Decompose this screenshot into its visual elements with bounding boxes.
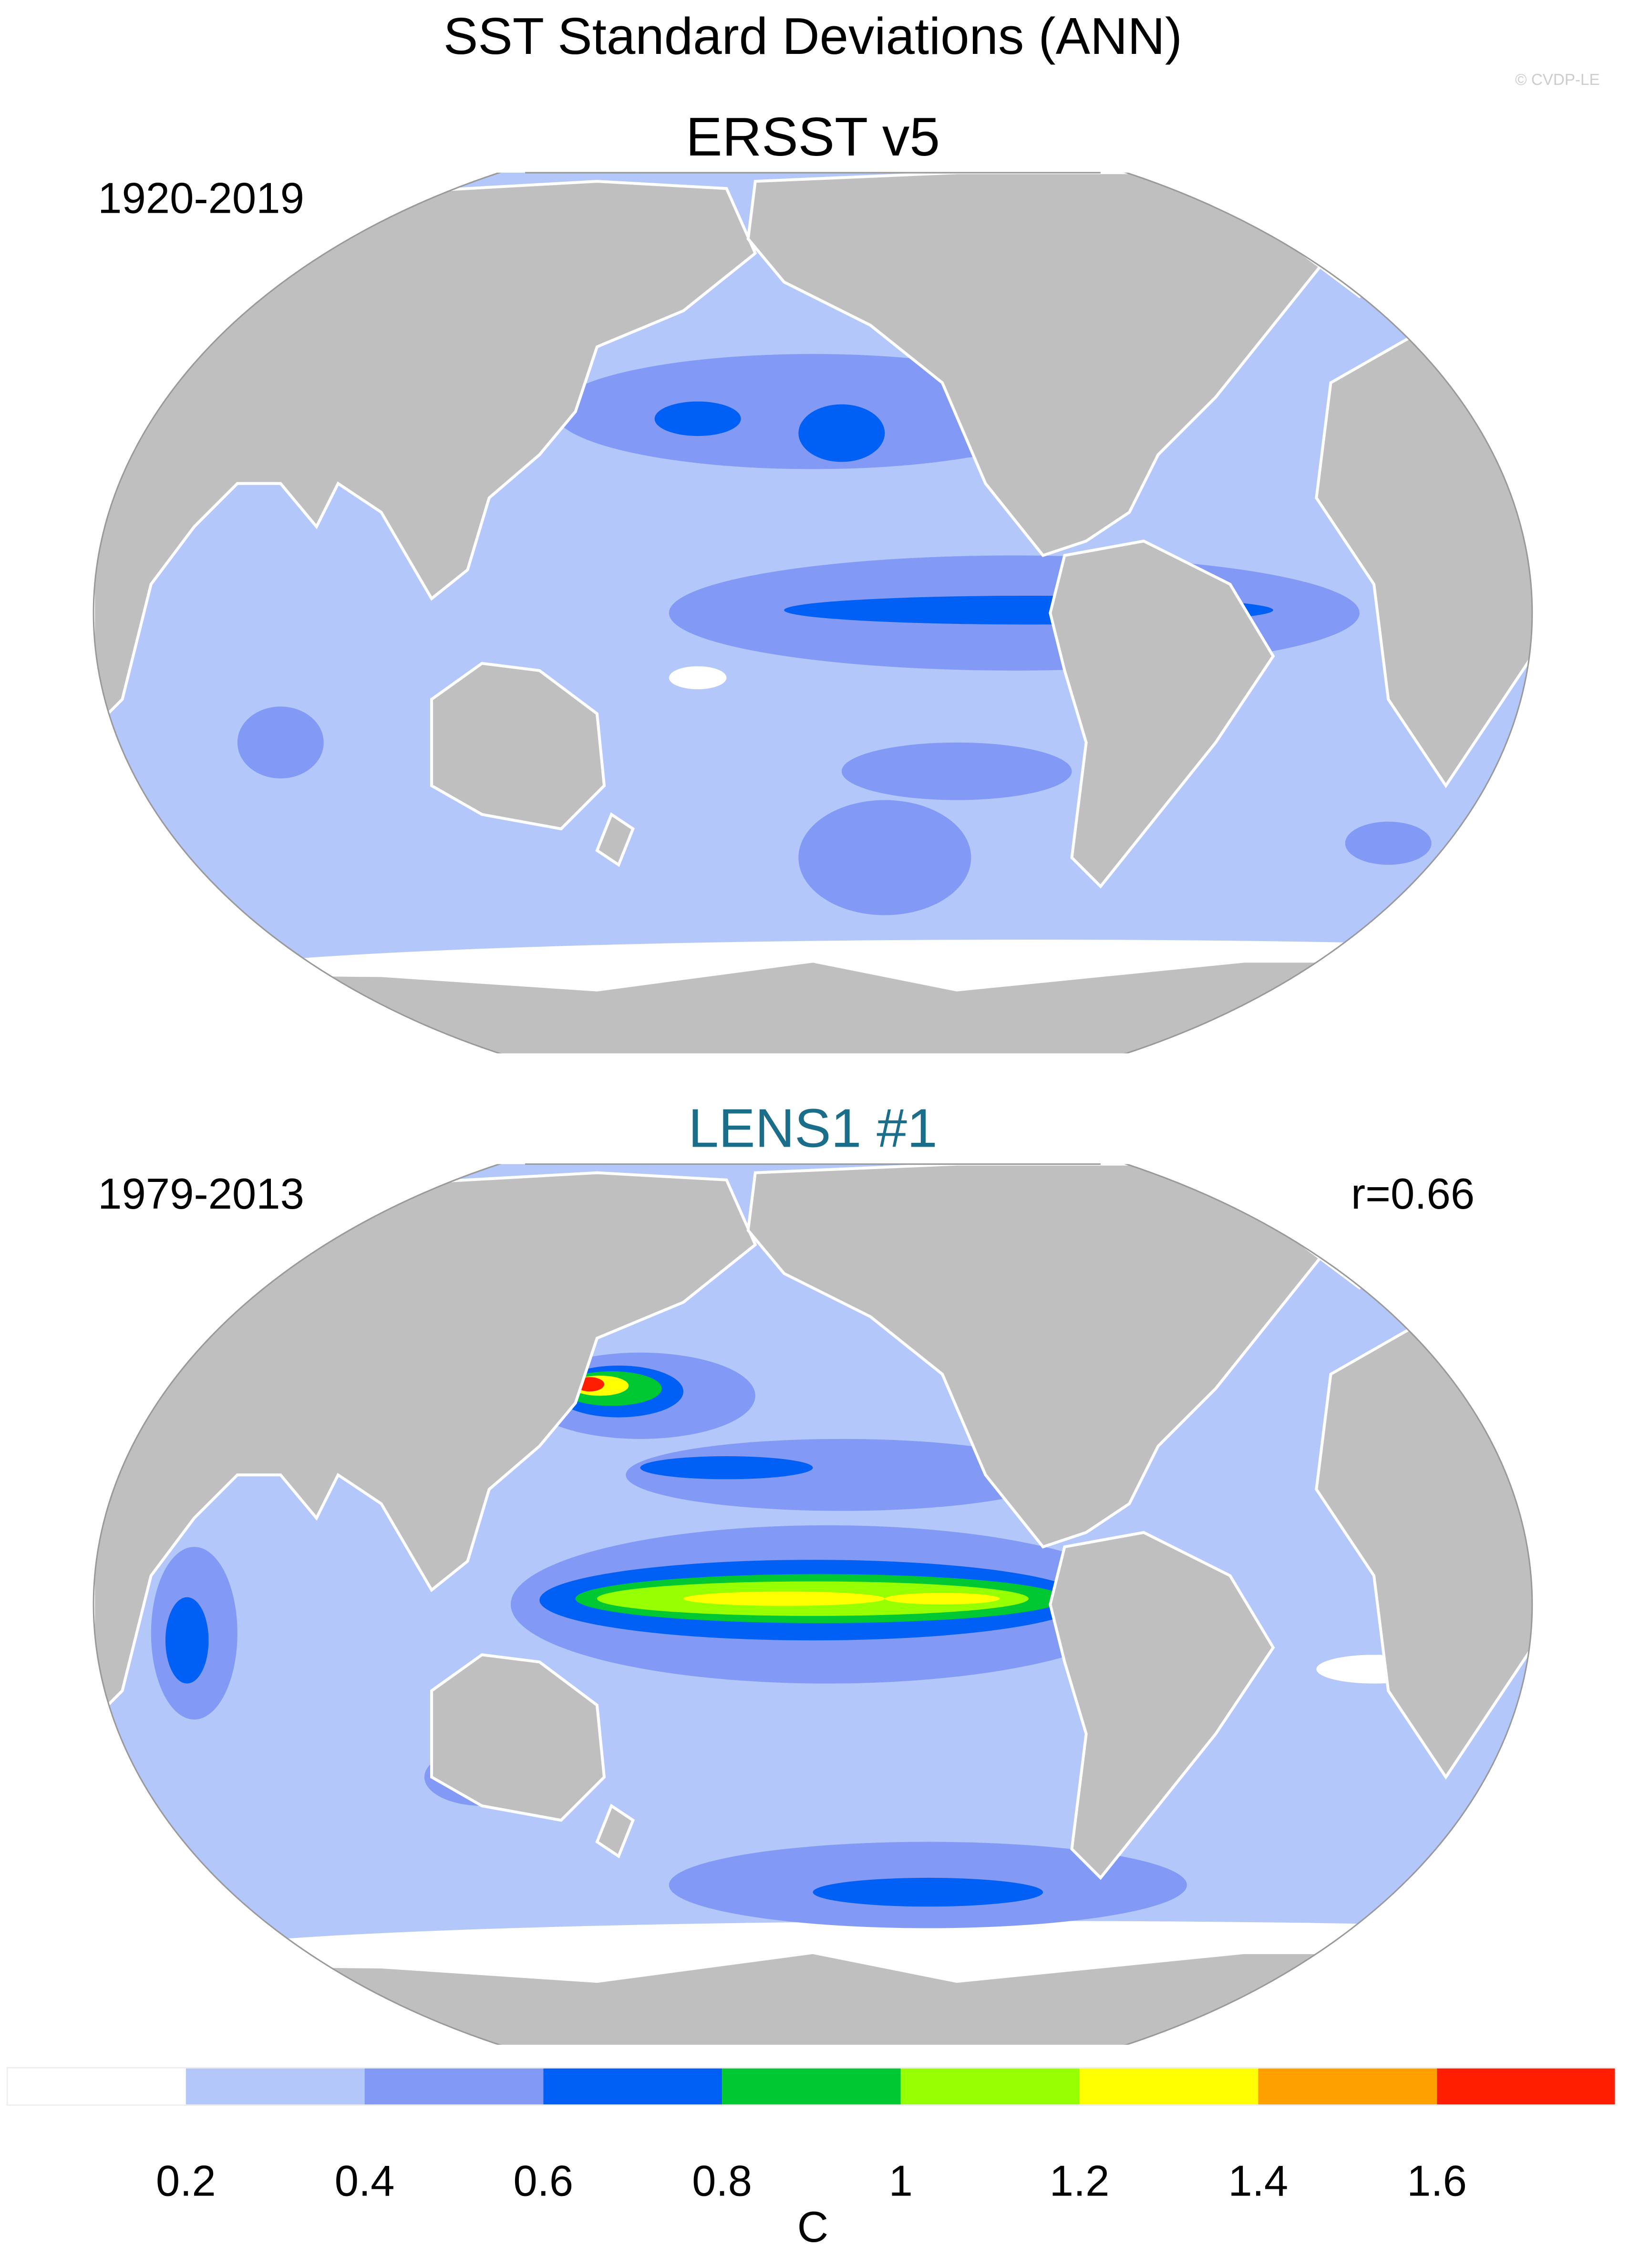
colorbar-tick-label: 1.2 [1050, 2157, 1110, 2205]
colorbar-swatch [900, 2068, 1080, 2105]
map [93, 1164, 1532, 2045]
map-outline [93, 1164, 1533, 2045]
sst-region [841, 742, 1072, 800]
panel-title: LENS1 #1 [688, 1098, 938, 1159]
colorbar-frame [6, 2067, 1617, 2106]
sst-region [798, 404, 885, 462]
panel-period: 1920-2019 [98, 174, 304, 222]
sst-region [798, 800, 971, 915]
sst-region [165, 1597, 209, 1684]
colorbar-swatch [1437, 2068, 1616, 2105]
sst-region [683, 1591, 885, 1606]
colorbar-swatch [1079, 2068, 1259, 2105]
land [93, 1951, 1532, 2045]
colorbar-swatch [364, 2068, 544, 2105]
colorbar-tick-label: 1.6 [1407, 2157, 1467, 2205]
panel-stat: r=0.66 [1351, 1170, 1475, 1218]
panel-period: 1979-2013 [98, 1170, 304, 1218]
colorbar-tick-label: 1.4 [1228, 2157, 1288, 2205]
maps [93, 172, 1533, 2045]
figure-title: SST Standard Deviations (ANN) [444, 8, 1182, 65]
credit: © CVDP-LE [1515, 71, 1599, 89]
sst-region [640, 1456, 813, 1480]
land [595, 812, 635, 867]
map-panel [93, 1164, 1533, 2045]
colorbar-tick-label: 1 [889, 2157, 913, 2205]
colorbar-tick-label: 0.4 [335, 2157, 395, 2205]
colorbar-unit: C [797, 2203, 828, 2251]
land [1049, 1531, 1275, 1880]
sst-region [885, 1593, 1000, 1605]
sst-region [1345, 821, 1432, 865]
colorbar: 0.2 0.4 0.6 0.8 1 1.2 1.4 1.6 [6, 2067, 1617, 2205]
sst-region [237, 706, 324, 779]
colorbar-swatch [7, 2068, 186, 2105]
colorbar-swatch [543, 2068, 722, 2105]
land [93, 1171, 757, 1723]
panel-title: ERSST v5 [686, 106, 940, 167]
colorbar-tick-label: 0.2 [156, 2157, 216, 2205]
land [93, 180, 757, 732]
sst-region [654, 401, 741, 436]
land [595, 1803, 635, 1859]
map-outline [93, 173, 1533, 1054]
sst-region [813, 1877, 1043, 1907]
map [93, 173, 1532, 1054]
land [430, 662, 606, 830]
land [1049, 539, 1275, 889]
colorbar-tick-label: 0.8 [692, 2157, 752, 2205]
land [430, 1653, 606, 1822]
sst-region [669, 666, 727, 690]
colorbar-swatch [186, 2068, 365, 2105]
map-panel [93, 173, 1533, 1054]
land [93, 960, 1532, 1054]
colorbar-tick-label: 0.6 [513, 2157, 573, 2205]
colorbar-swatch [1258, 2068, 1437, 2105]
colorbar-swatch [722, 2068, 901, 2105]
